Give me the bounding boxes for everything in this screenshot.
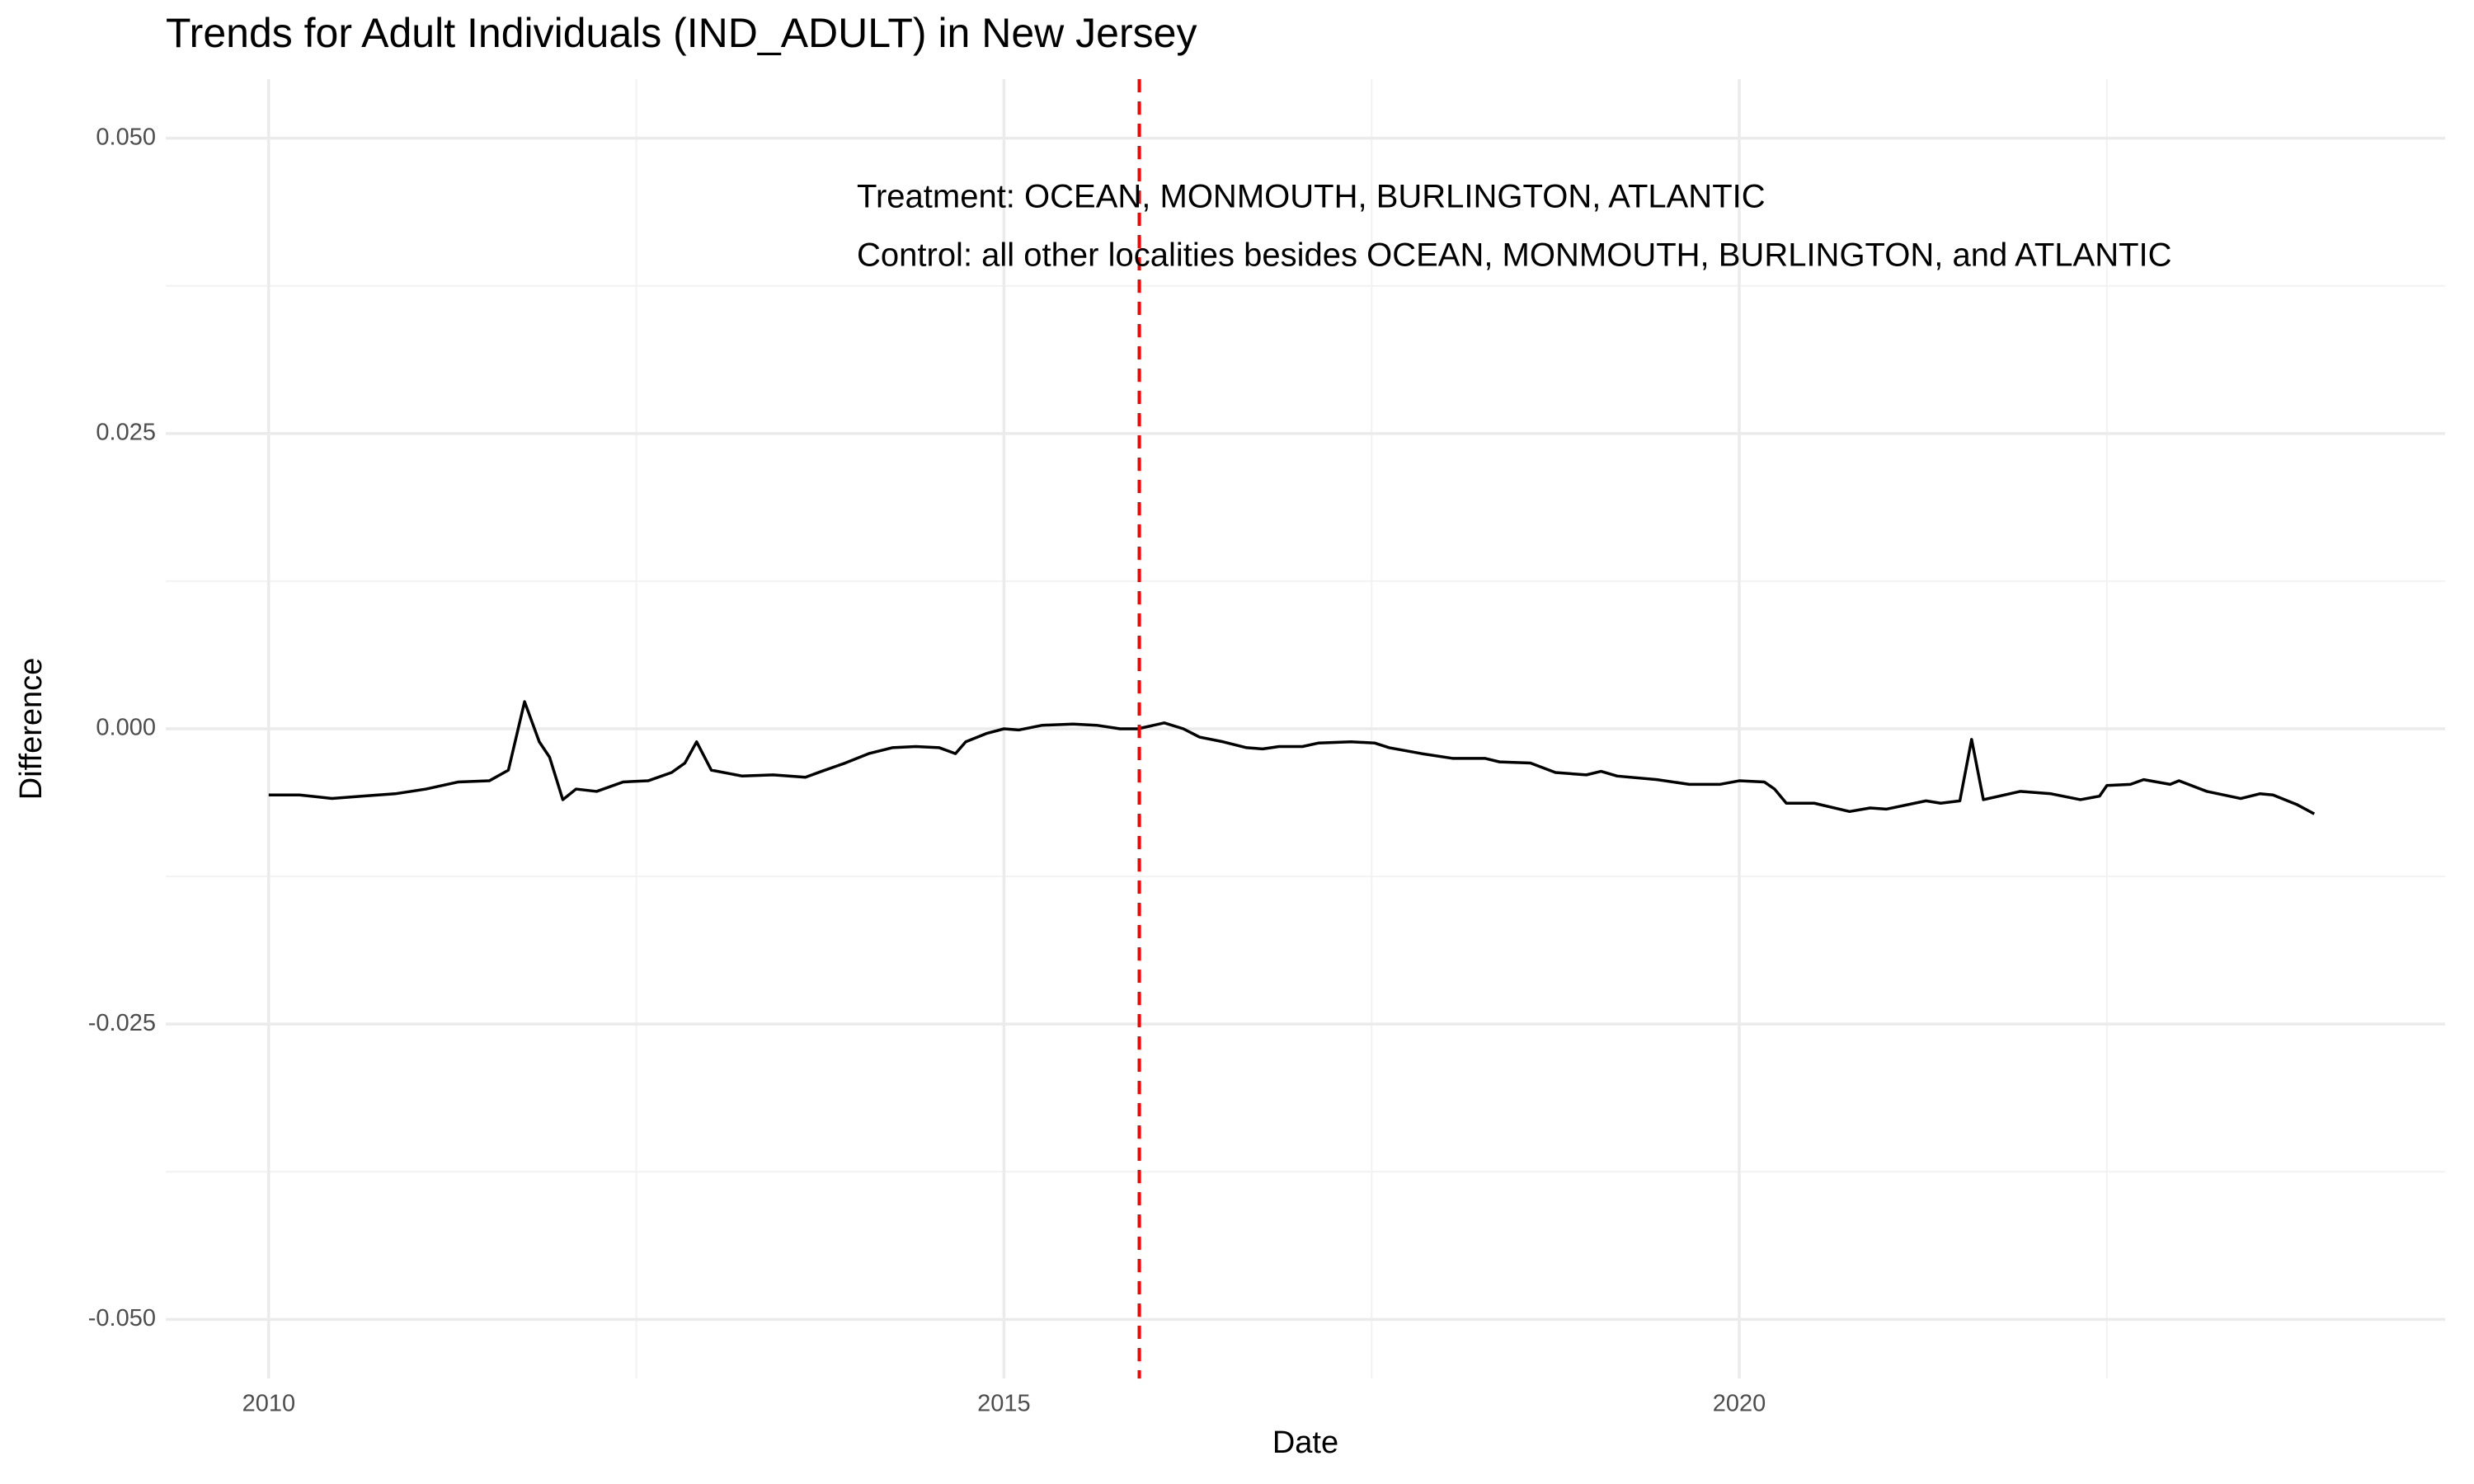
chart-title: Trends for Adult Individuals (IND_ADULT)…	[166, 10, 1197, 56]
y-tick-label: -0.025	[88, 1010, 156, 1036]
plot-area	[268, 79, 2316, 1378]
x-tick-label: 2020	[1713, 1391, 1766, 1417]
y-axis-title: Difference	[14, 658, 49, 801]
y-tick-label: 0.025	[96, 419, 156, 445]
annotation: Treatment: OCEAN, MONMOUTH, BURLINGTON, …	[857, 179, 1766, 215]
x-tick-label: 2015	[977, 1391, 1031, 1417]
line	[268, 700, 2316, 815]
annotation: Control: all other localities besides OC…	[857, 237, 2172, 274]
x-tick-label: 2010	[242, 1391, 296, 1417]
y-tick-label: 0.050	[96, 124, 156, 150]
x-axis-title: Date	[1272, 1425, 1338, 1460]
y-tick-label: 0.000	[96, 715, 156, 741]
y-tick-label: -0.050	[88, 1305, 156, 1331]
